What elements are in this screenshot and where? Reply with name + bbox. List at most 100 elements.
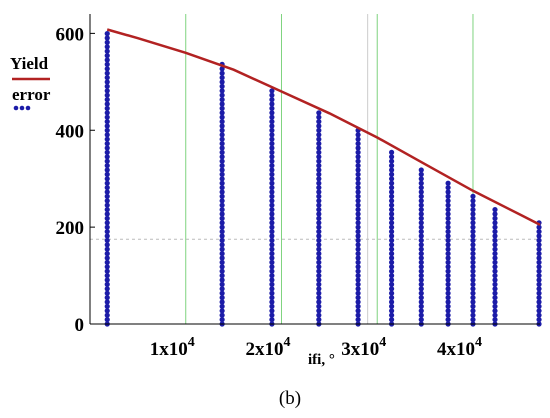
y-tick-label: 200	[56, 218, 85, 239]
error-point	[355, 149, 361, 155]
error-point	[536, 251, 542, 257]
error-point	[219, 233, 225, 239]
error-point	[316, 211, 322, 217]
error-point	[536, 242, 542, 248]
error-point	[316, 259, 322, 265]
error-point	[269, 101, 275, 107]
legend-error-dot	[13, 105, 19, 111]
error-point	[104, 158, 110, 164]
error-point	[418, 303, 424, 309]
error-point	[269, 141, 275, 147]
error-point	[418, 207, 424, 213]
error-point	[219, 264, 225, 270]
error-point	[104, 127, 110, 133]
error-point	[445, 255, 451, 261]
error-point	[104, 312, 110, 318]
error-point	[104, 185, 110, 191]
error-point	[355, 176, 361, 182]
error-point	[269, 295, 275, 301]
error-point	[445, 268, 451, 274]
error-point	[388, 229, 395, 235]
error-point	[269, 255, 275, 261]
error-point	[316, 114, 322, 120]
error-point	[355, 207, 361, 213]
error-point	[219, 207, 225, 213]
error-point	[316, 167, 322, 173]
error-point	[316, 312, 322, 318]
error-point	[470, 290, 476, 296]
figure-caption: (b)	[279, 388, 301, 409]
error-point	[269, 224, 275, 230]
error-point	[269, 105, 275, 111]
error-point	[219, 66, 225, 72]
error-point	[418, 198, 424, 204]
error-point	[316, 220, 322, 226]
error-point	[316, 242, 322, 248]
error-point	[104, 255, 110, 261]
error-point	[388, 246, 395, 252]
error-point	[470, 229, 476, 235]
error-point	[492, 308, 498, 314]
error-point	[418, 251, 424, 257]
error-point	[445, 303, 451, 309]
error-point	[388, 211, 395, 217]
error-point	[445, 189, 451, 195]
error-point	[219, 136, 225, 142]
error-point	[269, 299, 275, 305]
error-point	[418, 246, 424, 252]
error-point	[219, 198, 225, 204]
error-point	[269, 176, 275, 182]
grid-layer	[90, 14, 540, 324]
error-point	[316, 110, 322, 116]
error-point	[445, 312, 451, 318]
error-point	[355, 264, 361, 270]
error-point	[269, 286, 275, 292]
legend-swatch-error	[13, 105, 31, 111]
error-point	[219, 83, 225, 89]
error-point	[445, 207, 451, 213]
error-point	[355, 167, 361, 173]
error-point	[418, 211, 424, 217]
error-point	[470, 220, 476, 226]
error-point	[355, 317, 361, 323]
error-point	[445, 308, 451, 314]
error-point	[316, 273, 322, 279]
error-point	[104, 317, 110, 323]
error-point	[536, 233, 542, 239]
error-point	[355, 132, 361, 138]
error-point	[219, 101, 225, 107]
error-point	[104, 295, 110, 301]
error-point	[388, 317, 395, 323]
error-point	[355, 180, 361, 186]
error-point	[104, 299, 110, 305]
error-point	[355, 224, 361, 230]
error-point	[104, 303, 110, 309]
error-point	[418, 237, 424, 243]
error-point	[355, 171, 361, 177]
error-point	[104, 114, 110, 120]
error-point	[219, 255, 225, 261]
error-point	[470, 317, 476, 323]
error-point	[219, 70, 225, 76]
error-point	[355, 215, 361, 221]
error-point	[355, 242, 361, 248]
error-point	[418, 308, 424, 314]
error-point	[104, 101, 110, 107]
error-point	[104, 202, 110, 208]
error-point	[104, 92, 110, 98]
error-point	[219, 202, 225, 208]
error-point	[492, 237, 498, 243]
error-point	[418, 167, 424, 173]
error-point	[536, 246, 542, 252]
error-point	[269, 233, 275, 239]
error-point	[388, 189, 395, 195]
error-point	[219, 211, 225, 217]
error-point	[470, 233, 476, 239]
legend-label-yield: Yield	[10, 54, 49, 73]
error-point	[269, 277, 275, 283]
error-point	[104, 233, 110, 239]
error-point	[388, 312, 395, 318]
error-point	[470, 215, 476, 221]
error-point	[418, 259, 424, 265]
error-point	[219, 75, 225, 81]
